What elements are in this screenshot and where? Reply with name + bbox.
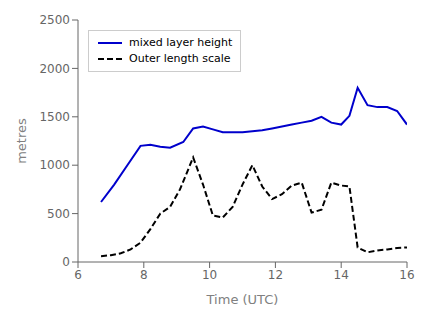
- svg-text:12: 12: [268, 268, 283, 282]
- svg-text:14: 14: [334, 268, 349, 282]
- svg-text:8: 8: [140, 268, 148, 282]
- html-text:Outer length scale: Outer length scale: [129, 52, 231, 65]
- svg-text:1500: 1500: [39, 110, 70, 124]
- svg-text:10: 10: [202, 268, 217, 282]
- svg-text:1000: 1000: [39, 158, 70, 172]
- svg-text:2000: 2000: [39, 62, 70, 76]
- svg-text:6: 6: [74, 268, 82, 282]
- svg-text:16: 16: [399, 268, 414, 282]
- svg-text:500: 500: [47, 207, 70, 221]
- svg-text:Time (UTC): Time (UTC): [206, 292, 279, 307]
- html-text:mixed layer height: mixed layer height: [129, 36, 233, 49]
- svg-text:metres: metres: [14, 118, 29, 164]
- svg-text:2500: 2500: [39, 13, 70, 27]
- svg-text:0: 0: [62, 255, 70, 269]
